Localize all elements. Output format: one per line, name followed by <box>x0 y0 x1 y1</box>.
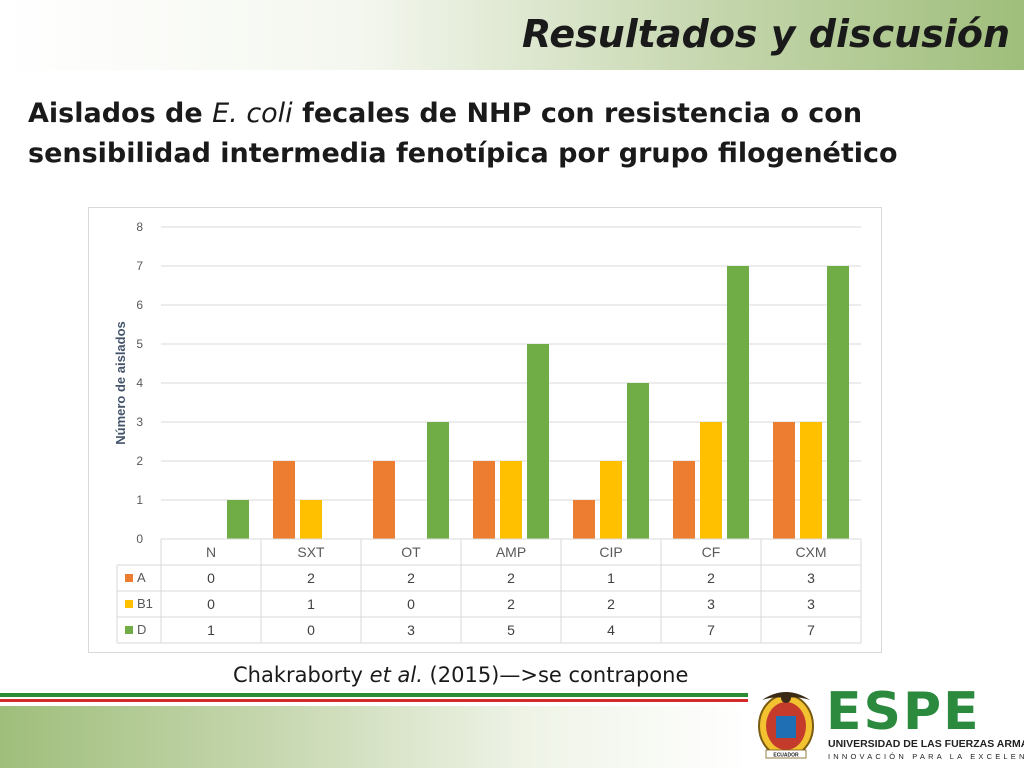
table-cell-value: 0 <box>207 570 215 586</box>
subtitle-rest: fecales de NHP con resistencia o con sen… <box>28 98 898 169</box>
y-tick-label: 8 <box>136 220 143 234</box>
legend-label: B1 <box>137 596 153 611</box>
bar-A-SXT <box>273 461 295 539</box>
legend-key-B1 <box>125 600 133 608</box>
y-tick-label: 4 <box>136 376 143 390</box>
citation-caption: Chakraborty et al. (2015)—>se contrapone <box>233 663 688 687</box>
university-motto: INNOVACIÓN PARA LA EXCELENCIA <box>828 752 1024 761</box>
y-tick-label: 6 <box>136 298 143 312</box>
x-category-label: CF <box>702 544 721 560</box>
table-cell-value: 2 <box>407 570 415 586</box>
table-cell-value: 2 <box>607 596 615 612</box>
footer-red-line <box>0 699 748 702</box>
bar-B1-AMP <box>500 461 522 539</box>
y-tick-label: 7 <box>136 259 143 273</box>
table-cell-value: 4 <box>607 622 615 638</box>
table-cell-value: 2 <box>507 570 515 586</box>
footer-lines <box>0 693 748 707</box>
legend-label: A <box>137 570 146 585</box>
table-cell-value: 0 <box>307 622 315 638</box>
bar-A-AMP <box>473 461 495 539</box>
y-tick-label: 5 <box>136 337 143 351</box>
bar-D-OT <box>427 422 449 539</box>
table-cell-value: 0 <box>207 596 215 612</box>
caption-author: Chakraborty <box>233 663 370 687</box>
table-cell-value: 1 <box>207 622 215 638</box>
university-name: UNIVERSIDAD DE LAS FUERZAS ARMADAS <box>828 738 1024 750</box>
x-category-label: CIP <box>599 544 622 560</box>
bar-B1-SXT <box>300 500 322 539</box>
slide-subtitle: Aislados de E. coli fecales de NHP con r… <box>28 94 1008 174</box>
table-cell-value: 0 <box>407 596 415 612</box>
bar-D-CF <box>727 266 749 539</box>
seal-country: ECUADOR <box>773 753 799 759</box>
y-tick-label: 2 <box>136 454 143 468</box>
footer-green-line <box>0 693 748 697</box>
x-category-label: CXM <box>795 544 826 560</box>
bar-D-AMP <box>527 344 549 539</box>
espe-wordmark: ESPE <box>826 682 981 742</box>
bar-A-CF <box>673 461 695 539</box>
x-category-label: OT <box>401 544 421 560</box>
bar-A-CXM <box>773 422 795 539</box>
bar-A-CIP <box>573 500 595 539</box>
bar-B1-CIP <box>600 461 622 539</box>
table-cell-value: 3 <box>407 622 415 638</box>
table-cell-value: 7 <box>707 622 715 638</box>
table-cell-value: 1 <box>607 570 615 586</box>
table-cell-value: 3 <box>807 596 815 612</box>
y-axis-title: Número de aislados <box>113 321 128 445</box>
subtitle-species: E. coli <box>212 98 293 129</box>
header-band <box>0 0 1024 70</box>
bar-B1-CF <box>700 422 722 539</box>
caption-etal: et al. <box>369 663 423 687</box>
table-cell-value: 2 <box>707 570 715 586</box>
table-cell-value: 2 <box>307 570 315 586</box>
x-category-label: AMP <box>496 544 526 560</box>
legend-key-D <box>125 626 133 634</box>
university-seal-icon: ECUADOR <box>758 692 814 759</box>
table-cell-value: 3 <box>807 570 815 586</box>
subtitle-prefix: Aislados de <box>28 98 213 129</box>
bar-D-CXM <box>827 266 849 539</box>
footer-band <box>0 706 748 768</box>
table-cell-value: 7 <box>807 622 815 638</box>
y-tick-label: 1 <box>136 493 143 507</box>
bar-chart: 0 1 2 3 4 5 6 7 8 Número de aislados N SXT OT AMP CIP C… <box>113 220 862 644</box>
y-tick-label: 3 <box>136 415 143 429</box>
bar-D-CIP <box>627 383 649 539</box>
table-cell-value: 2 <box>507 596 515 612</box>
chart-frame: 0 1 2 3 4 5 6 7 8 Número de aislados N SXT OT AMP CIP C… <box>88 207 882 653</box>
bar-B1-CXM <box>800 422 822 539</box>
table-cell-value: 1 <box>307 596 315 612</box>
table-cell-value: 5 <box>507 622 515 638</box>
x-category-label: N <box>206 544 216 560</box>
bar-A-OT <box>373 461 395 539</box>
bar-D-N <box>227 500 249 539</box>
espe-logo: ECUADOR ESPE UNIVERSIDAD DE LAS FUERZAS … <box>752 684 1024 768</box>
legend-label: D <box>137 622 146 637</box>
y-tick-label: 0 <box>136 532 143 546</box>
slide-title: Resultados y discusión <box>521 12 1010 56</box>
legend-key-A <box>125 574 133 582</box>
caption-rest: (2015)—>se contrapone <box>422 663 689 687</box>
x-category-label: SXT <box>297 544 325 560</box>
table-cell-value: 3 <box>707 596 715 612</box>
